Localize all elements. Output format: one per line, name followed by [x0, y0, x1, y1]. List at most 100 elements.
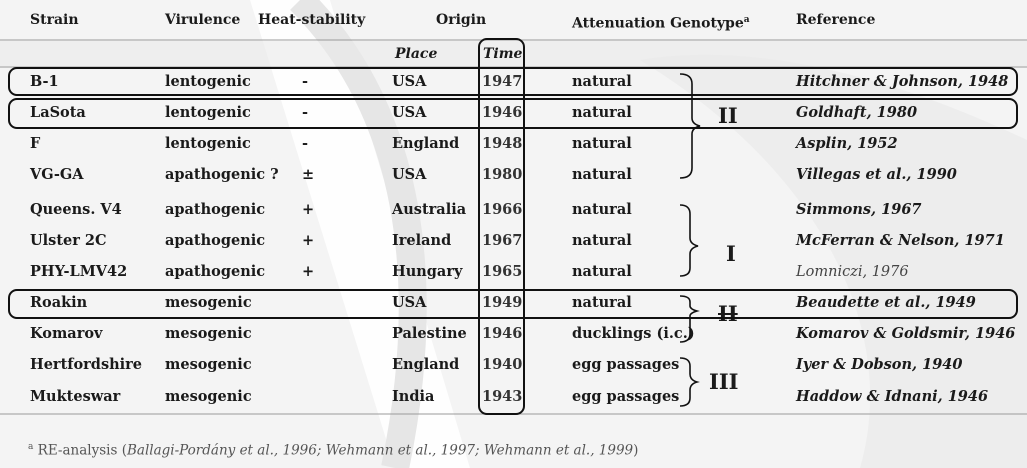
- cell-attenuation: natural: [572, 73, 632, 90]
- header-place: Place: [395, 46, 438, 62]
- cell-place: Palestine: [392, 325, 467, 342]
- cell-heat-stability: -: [302, 73, 309, 90]
- cell-strain: VG-GA: [30, 166, 84, 183]
- header-genotype-sup: a: [743, 15, 750, 25]
- cell-time: 1967: [482, 232, 523, 249]
- cell-place: Australia: [392, 201, 467, 218]
- cell-strain: Roakin: [30, 294, 88, 311]
- cell-reference: Komarov & Goldsmir, 1946: [796, 325, 1016, 342]
- cell-strain: F: [30, 135, 41, 152]
- cell-time: 1946: [482, 104, 523, 121]
- cell-place: Hungary: [392, 263, 463, 280]
- cell-place: USA: [392, 73, 427, 90]
- header-attenuation: Attenuation: [572, 15, 666, 32]
- highlight-box-lasota: [8, 98, 1018, 129]
- genotype-label-ii-upper: II: [718, 103, 738, 128]
- cell-time: 1948: [482, 135, 523, 152]
- cell-virulence: apathogenic: [165, 263, 266, 280]
- cell-attenuation: ducklings (i.c.): [572, 325, 695, 342]
- brace-genotype-iii: [679, 357, 700, 407]
- cell-reference: Iyer & Dobson, 1940: [796, 356, 963, 373]
- cell-virulence: lentogenic: [165, 135, 251, 152]
- cell-reference: Goldhaft, 1980: [796, 104, 918, 121]
- cell-reference: Asplin, 1952: [796, 135, 898, 152]
- cell-heat-stability: +: [302, 263, 315, 280]
- cell-time: 1940: [482, 356, 523, 373]
- cell-attenuation: natural: [572, 232, 632, 249]
- cell-strain: Komarov: [30, 325, 103, 342]
- cell-heat-stability: -: [302, 135, 309, 152]
- header-reference: Reference: [796, 12, 876, 28]
- header-origin: Origin: [436, 12, 487, 28]
- cell-virulence: mesogenic: [165, 356, 252, 373]
- footnote-prefix: RE-analysis (: [33, 442, 127, 459]
- cell-attenuation: natural: [572, 166, 632, 183]
- cell-reference: Haddow & Idnani, 1946: [796, 388, 989, 405]
- highlight-box-roakin: [8, 289, 1018, 319]
- highlight-box-time-column: [478, 38, 525, 415]
- cell-time: 1980: [482, 166, 523, 183]
- cell-heat-stability: +: [302, 232, 315, 249]
- header-time: Time: [483, 46, 523, 62]
- cell-reference: Beaudette et al., 1949: [796, 294, 976, 311]
- brace-genotype-ii-lower: [679, 295, 700, 343]
- header-attenuation-genotype: Attenuation Genotypea: [572, 11, 750, 33]
- cell-time: 1949: [482, 294, 523, 311]
- cell-reference: Hitchner & Johnson, 1948: [796, 73, 1009, 90]
- cell-virulence: apathogenic: [165, 232, 266, 249]
- cell-place: England: [392, 135, 460, 152]
- cell-heat-stability: -: [302, 104, 309, 121]
- highlight-box-b1: [8, 67, 1018, 96]
- cell-heat-stability: ±: [302, 166, 315, 183]
- cell-attenuation: egg passages: [572, 388, 680, 405]
- footnote-mark: a: [28, 442, 34, 452]
- cell-attenuation: natural: [572, 104, 632, 121]
- header-genotype: Genotype: [670, 15, 744, 32]
- brace-genotype-ii-upper: [679, 73, 701, 179]
- cell-virulence: apathogenic ?: [165, 166, 279, 183]
- cell-time: 1947: [482, 73, 523, 90]
- cell-place: England: [392, 356, 460, 373]
- cell-time: 1966: [482, 201, 523, 218]
- cell-time: 1943: [482, 388, 523, 405]
- genotype-label-ii-lower: II: [718, 301, 738, 326]
- footnote: a RE-analysis (Ballagi-Pordány et al., 1…: [28, 442, 638, 459]
- cell-strain: Mukteswar: [30, 388, 121, 405]
- cell-reference: McFerran & Nelson, 1971: [796, 232, 1005, 249]
- cell-place: USA: [392, 166, 427, 183]
- footnote-suffix: ): [633, 442, 639, 459]
- cell-place: USA: [392, 294, 427, 311]
- cell-place: India: [392, 388, 435, 405]
- cell-attenuation: natural: [572, 263, 632, 280]
- cell-attenuation: natural: [572, 201, 632, 218]
- cell-place: Ireland: [392, 232, 452, 249]
- cell-reference: Villegas et al., 1990: [796, 166, 957, 183]
- header-strain: Strain: [30, 12, 79, 28]
- header-heat-stability: Heat-stability: [258, 12, 366, 28]
- cell-virulence: apathogenic: [165, 201, 266, 218]
- cell-attenuation: egg passages: [572, 356, 680, 373]
- cell-strain: B-1: [30, 73, 59, 90]
- genotype-label-i: I: [726, 241, 736, 266]
- header-virulence: Virulence: [165, 12, 241, 28]
- footnote-references: Ballagi-Pordány et al., 1996; Wehmann et…: [126, 442, 634, 459]
- cell-reference: Simmons, 1967: [796, 201, 922, 218]
- cell-reference: Lomniczi, 1976: [796, 264, 909, 280]
- cell-virulence: mesogenic: [165, 294, 252, 311]
- cell-strain: LaSota: [30, 104, 86, 121]
- cell-strain: Queens. V4: [30, 201, 122, 218]
- cell-virulence: mesogenic: [165, 325, 252, 342]
- genotype-label-iii: III: [709, 369, 739, 394]
- cell-virulence: mesogenic: [165, 388, 252, 405]
- brace-genotype-i: [679, 204, 699, 277]
- cell-strain: Hertfordshire: [30, 356, 143, 373]
- cell-strain: Ulster 2C: [30, 232, 107, 249]
- cell-virulence: lentogenic: [165, 104, 251, 121]
- cell-attenuation: natural: [572, 294, 632, 311]
- cell-attenuation: natural: [572, 135, 632, 152]
- cell-virulence: lentogenic: [165, 73, 251, 90]
- cell-heat-stability: +: [302, 201, 315, 218]
- cell-time: 1965: [482, 263, 523, 280]
